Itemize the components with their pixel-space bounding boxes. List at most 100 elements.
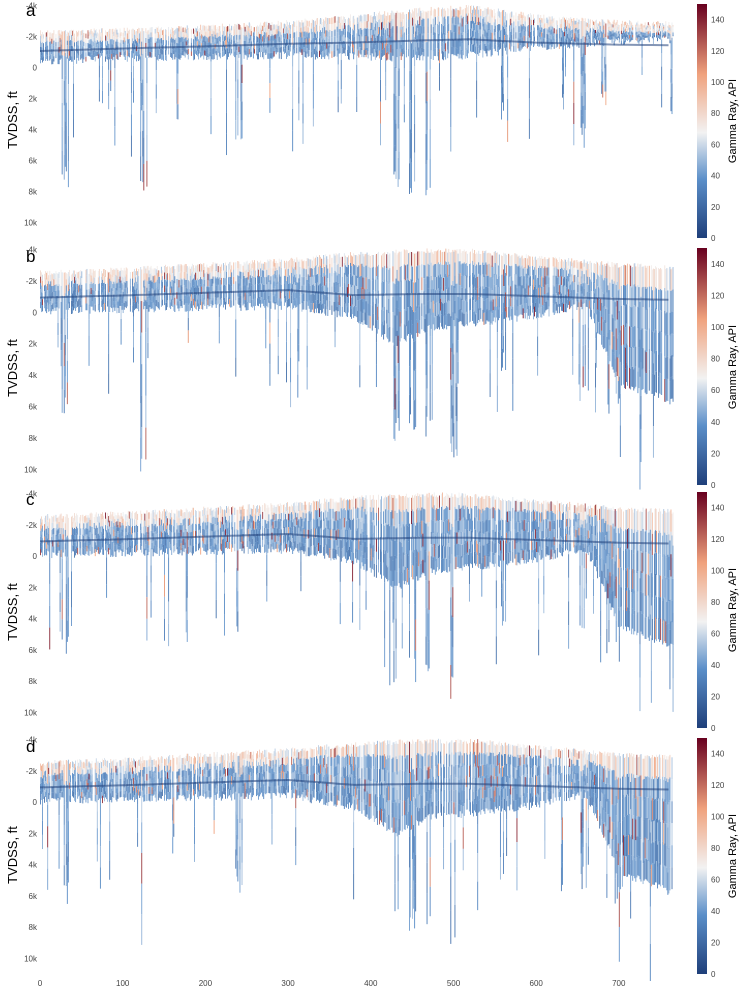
well-log-cell	[401, 41, 403, 49]
well-log-cell	[480, 22, 482, 30]
well-log-cell	[570, 17, 572, 22]
well-log-cell	[485, 38, 487, 46]
well-log-cell	[407, 12, 409, 20]
well-log-cell	[583, 105, 585, 127]
well-log-cell	[530, 35, 532, 41]
well-log-cell	[484, 8, 486, 16]
well-log-cell	[371, 318, 373, 331]
well-log-cell	[218, 303, 220, 317]
well-log-cell	[257, 260, 258, 269]
well-log-cell	[540, 14, 542, 20]
well-log-cell	[373, 26, 375, 35]
well-log-cell	[351, 266, 353, 277]
well-log-cell	[350, 273, 351, 285]
well-log-cell	[322, 45, 324, 52]
well-log-cell	[243, 52, 245, 59]
well-log-cell	[196, 28, 197, 33]
well-log-cell	[517, 15, 519, 22]
well-log-cell	[40, 41, 41, 47]
well-log-cell	[238, 261, 240, 269]
well-log-cell	[216, 263, 218, 271]
well-log-cell	[247, 36, 249, 42]
well-log-cell	[534, 18, 535, 23]
well-log-cell	[112, 39, 114, 45]
well-log-cell	[648, 36, 650, 40]
well-log-cell	[543, 24, 545, 30]
well-log-cell	[274, 34, 276, 39]
well-log-cell	[397, 41, 399, 71]
well-log-cell	[201, 271, 203, 280]
well-log-cell	[210, 266, 212, 273]
well-log-cell	[65, 56, 67, 80]
well-log-cell	[260, 28, 262, 35]
well-log-cell	[322, 303, 324, 313]
well-log-cell	[381, 282, 383, 297]
well-log-cell	[450, 102, 452, 128]
well-log-cell	[94, 56, 96, 62]
well-log-cell	[268, 52, 270, 59]
well-log-cell	[555, 24, 557, 30]
well-log-cell	[383, 267, 385, 282]
well-log-cell	[45, 42, 47, 47]
well-log-cell	[181, 41, 183, 47]
well-log-cell	[171, 266, 173, 274]
well-log-cell	[405, 42, 407, 51]
well-log-cell	[573, 39, 575, 61]
well-log-cell	[375, 298, 377, 321]
well-log-cell	[274, 29, 276, 35]
well-log-cell	[103, 297, 104, 304]
well-log-cell	[286, 20, 287, 27]
well-log-cell	[120, 267, 122, 281]
well-log-cell	[391, 36, 393, 45]
well-log-cell	[89, 298, 91, 307]
well-log-cell	[480, 15, 482, 23]
well-log-cell	[119, 288, 121, 295]
well-log-cell	[581, 76, 583, 96]
well-log-cell	[382, 294, 384, 308]
well-log-cell	[376, 279, 378, 294]
well-log-cell	[361, 22, 363, 30]
well-log-cell	[250, 270, 252, 279]
well-log-cell	[68, 269, 70, 277]
well-log-cell	[321, 277, 323, 287]
well-log-cell	[98, 276, 100, 284]
well-log-cell	[179, 32, 181, 38]
well-log-cell	[180, 292, 182, 300]
well-log-cell	[105, 283, 107, 291]
well-log-cell	[305, 277, 307, 286]
well-log-cell	[115, 37, 117, 42]
well-log-cell	[583, 126, 585, 148]
well-log-cell	[116, 275, 118, 284]
well-log-cell	[347, 25, 348, 32]
well-log-cell	[630, 31, 632, 35]
well-log-cell	[302, 83, 304, 104]
well-log-cell	[268, 46, 270, 53]
well-log-cell	[448, 23, 450, 32]
well-log-cell	[136, 41, 138, 47]
well-log-cell	[613, 36, 615, 42]
well-log-cell	[560, 32, 562, 38]
well-log-cell	[139, 43, 141, 50]
well-log-cell	[620, 37, 622, 42]
well-log-cell	[294, 274, 296, 283]
well-log-cell	[324, 27, 326, 34]
well-log-cell	[325, 30, 327, 37]
well-log-cell	[470, 43, 471, 52]
well-log-cell	[44, 291, 46, 297]
well-log-cell	[357, 278, 359, 290]
well-log-cell	[200, 24, 202, 31]
well-log-cell	[74, 46, 76, 52]
well-log-cell	[157, 295, 159, 303]
well-log-cell	[527, 30, 529, 37]
well-log-cell	[443, 51, 445, 61]
well-log-cell	[375, 35, 377, 43]
well-log-cell	[156, 33, 158, 39]
well-log-cell	[102, 305, 103, 313]
well-log-cell	[240, 295, 242, 304]
well-log-cell	[264, 47, 266, 53]
well-log-cell	[323, 50, 325, 58]
well-log-cell	[259, 38, 261, 44]
well-log-cell	[164, 285, 165, 293]
well-log-cell	[453, 47, 455, 56]
